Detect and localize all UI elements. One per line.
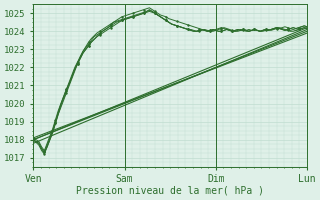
X-axis label: Pression niveau de la mer( hPa ): Pression niveau de la mer( hPa ) [76,186,264,196]
